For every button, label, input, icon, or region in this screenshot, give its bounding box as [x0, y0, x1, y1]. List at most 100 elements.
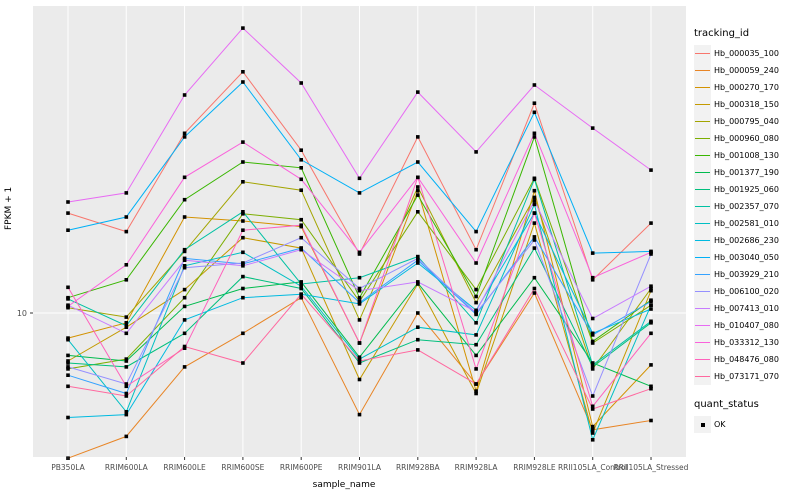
legend-key-swatch: [694, 62, 711, 79]
data-point: [474, 333, 478, 337]
data-point: [357, 286, 362, 291]
data-point: [66, 228, 70, 232]
data-point: [66, 367, 70, 371]
legend-item-label: Hb_002686_230: [714, 236, 779, 245]
legend-key-line: [695, 325, 710, 326]
legend-item-quant-OK: OK: [694, 416, 798, 433]
data-point: [649, 168, 653, 172]
data-point: [590, 339, 595, 344]
legend-item-Hb_000270_170: Hb_000270_170: [694, 79, 798, 96]
legend-item-Hb_033312_130: Hb_033312_130: [694, 334, 798, 351]
data-point: [299, 247, 303, 252]
legend-item-label: Hb_001925_060: [714, 185, 779, 194]
legend-key-swatch: [694, 130, 711, 147]
data-point: [474, 247, 478, 252]
legend-key-line: [695, 257, 710, 258]
data-point: [649, 331, 653, 336]
x-tick-label: RRIM928BA: [396, 463, 441, 472]
legend-item-Hb_048476_080: Hb_048476_080: [694, 351, 798, 368]
data-point: [124, 323, 129, 328]
legend-key-line: [695, 155, 710, 156]
data-point: [474, 353, 478, 358]
data-point: [590, 407, 595, 411]
data-point: [532, 238, 537, 242]
legend-item-Hb_073171_070: Hb_073171_070: [694, 368, 798, 385]
data-point: [66, 353, 70, 358]
data-point: [532, 275, 537, 280]
data-point: [66, 304, 70, 309]
data-point: [590, 424, 595, 429]
legend-item-label: Hb_006100_020: [714, 287, 779, 296]
data-point: [124, 434, 129, 439]
data-point: [649, 307, 653, 311]
data-point: [241, 295, 245, 300]
legend-key-line: [695, 104, 710, 105]
legend-key-swatch: [694, 113, 711, 130]
legend-key-swatch: [694, 181, 711, 198]
data-point: [241, 286, 245, 291]
data-point: [532, 291, 537, 295]
data-point: [532, 199, 537, 203]
legend-key-line: [695, 189, 710, 190]
legend-title-tracking-id: tracking_id: [694, 28, 750, 39]
data-point: [416, 135, 420, 139]
data-point: [124, 315, 129, 319]
data-point: [241, 219, 245, 223]
legend-item-label: Hb_048476_080: [714, 355, 779, 364]
data-point: [474, 300, 478, 305]
data-point: [590, 363, 595, 367]
y-tick-label: 10: [17, 309, 27, 318]
data-point: [182, 175, 187, 180]
data-point: [241, 274, 245, 279]
legend-key-line: [695, 53, 710, 54]
x-tick-label: RRII105LA_Stressed: [614, 463, 689, 472]
data-point: [357, 295, 362, 300]
legend-key-swatch: [694, 368, 711, 385]
data-point: [299, 223, 303, 227]
data-point: [124, 263, 129, 267]
data-point: [241, 160, 245, 164]
data-point: [241, 70, 245, 74]
data-point: [66, 365, 70, 369]
legend-key-line: [695, 342, 710, 343]
data-point: [182, 93, 187, 97]
data-point: [124, 410, 129, 414]
data-point: [66, 384, 70, 389]
data-point: [182, 344, 187, 349]
data-point: [532, 101, 537, 105]
legend-key-swatch: [694, 283, 711, 300]
data-point: [241, 180, 245, 184]
data-point: [241, 331, 245, 336]
legend-key-line: [695, 359, 710, 360]
legend-key-line: [695, 291, 710, 292]
data-point: [124, 215, 129, 219]
data-point: [299, 235, 303, 240]
data-point: [182, 215, 187, 219]
data-point: [124, 357, 129, 361]
data-point: [474, 261, 478, 265]
data-point: [241, 235, 245, 240]
data-point: [66, 415, 70, 420]
legend-key-swatch: [694, 351, 711, 368]
data-point: [241, 264, 245, 268]
data-point: [649, 288, 653, 293]
data-point: [299, 81, 303, 85]
data-point: [182, 135, 187, 139]
legend-item-Hb_000035_100: Hb_000035_100: [694, 45, 798, 62]
data-point: [241, 26, 245, 30]
data-point: [182, 331, 187, 336]
data-point: [590, 438, 595, 442]
data-point: [532, 135, 537, 139]
data-point: [66, 337, 70, 342]
x-tick-label: RRII105LA_Control: [558, 463, 628, 472]
data-point: [649, 418, 653, 423]
data-point: [474, 391, 478, 396]
legend-item-label: Hb_003929_210: [714, 270, 779, 279]
data-point: [416, 210, 420, 214]
legend-item-Hb_001377_190: Hb_001377_190: [694, 164, 798, 181]
data-point: [66, 297, 70, 301]
data-point: [357, 318, 362, 322]
data-point: [416, 188, 420, 193]
data-point: [241, 140, 245, 144]
data-point: [590, 428, 595, 432]
